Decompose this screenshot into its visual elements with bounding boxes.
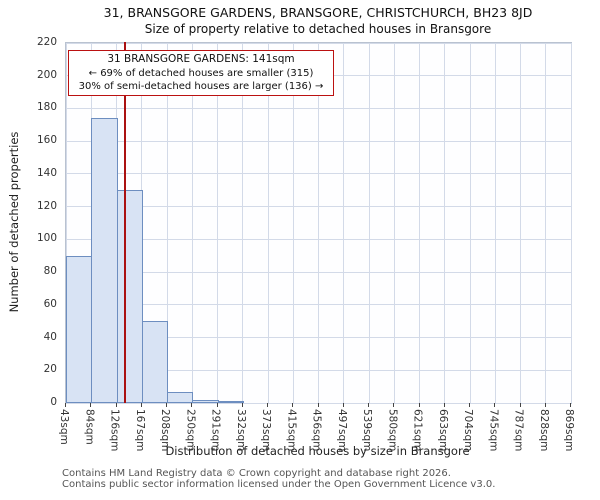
x-tick-label: 373sqm [260,409,272,452]
x-tick-label: 580sqm [386,409,399,452]
gridline-vertical [292,43,294,403]
x-tick-mark [443,403,445,407]
x-tick-label: 787sqm [512,409,525,452]
y-tick-label: 180 [36,101,57,114]
y-tick-label: 200 [36,68,57,81]
gridline-vertical [545,43,547,403]
y-tick-label: 80 [43,265,57,278]
y-tick-label: 120 [36,199,57,212]
x-tick-mark [241,403,243,407]
x-tick-mark [368,403,369,407]
x-tick-label: 828sqm [537,409,550,452]
x-tick-label: 126sqm [108,409,121,452]
x-tick-label: 291sqm [209,409,222,452]
y-tick-label: 160 [36,134,57,147]
annotation-larger-stat: 30% of semi-detached houses are larger (… [78,81,324,93]
gridline-vertical [191,43,193,403]
x-tick-mark [115,403,117,407]
x-tick-mark [494,403,496,407]
x-tick-label: 539sqm [361,409,373,452]
y-tick-label: 140 [36,166,57,179]
gridline-vertical [343,43,345,403]
y-tick-label: 60 [43,297,57,310]
histogram-bar [217,401,244,403]
gridline-vertical [469,43,471,403]
annotation-smaller-stat: ← 69% of detached houses are smaller (31… [88,67,314,79]
y-tick-label: 0 [50,396,57,408]
x-tick-mark [570,403,571,407]
x-tick-mark [191,403,193,407]
x-tick-mark [317,403,319,407]
histogram-bar [141,321,168,403]
x-tick-mark [418,403,420,407]
gridline-vertical [217,43,218,403]
gridline-vertical [570,43,572,403]
histogram-bar [91,118,118,403]
x-tick-mark [469,403,470,407]
histogram-bar [66,255,93,403]
plot-area [65,42,572,404]
x-tick-label: 250sqm [184,409,197,452]
y-tick-label: 40 [43,330,57,343]
x-tick-label: 456sqm [310,409,323,452]
y-axis-label: Number of detached properties [7,131,21,313]
gridline-vertical [166,43,168,403]
y-tick-label: 220 [36,36,57,48]
x-tick-mark [292,403,294,407]
x-tick-mark [393,403,395,407]
y-tick-label: 20 [43,363,57,376]
footer-attribution-line1: Contains HM Land Registry data © Crown c… [62,468,451,479]
gridline-vertical [65,43,67,403]
x-tick-label: 415sqm [285,409,298,452]
x-tick-mark [90,403,92,407]
x-tick-label: 43sqm [58,409,70,445]
chart-title: 31, BRANSGORE GARDENS, BRANSGORE, CHRIST… [103,5,533,20]
footer-attribution-line2: Contains public sector information licen… [62,479,496,490]
gridline-horizontal [66,402,571,404]
gridline-vertical [393,43,395,403]
x-tick-label: 497sqm [335,409,348,452]
x-tick-mark [216,403,218,407]
y-tick-label: 100 [36,232,57,245]
gridline-vertical [419,43,420,403]
x-tick-label: 84sqm [83,409,96,445]
histogram-bar [116,190,143,403]
chart-subtitle: Size of property relative to detached ho… [144,22,492,36]
x-tick-label: 663sqm [436,409,449,452]
x-axis-label: Distribution of detached houses by size … [165,444,470,458]
x-tick-mark [65,403,66,407]
annotation-box: 31 BRANSGORE GARDENS: 141sqm ← 69% of de… [68,50,334,97]
x-tick-mark [342,403,344,407]
x-tick-label: 332sqm [234,409,247,452]
histogram-bar [192,399,219,403]
annotation-property-label: 31 BRANSGORE GARDENS: 141sqm [107,53,295,65]
x-tick-mark [166,403,167,407]
gridline-vertical [267,43,269,403]
x-tick-label: 208sqm [159,409,171,452]
property-size-marker-line [123,42,126,403]
gridline-vertical [494,43,496,403]
gridline-vertical [520,43,521,403]
x-tick-label: 167sqm [133,409,146,452]
x-tick-mark [267,403,268,407]
x-tick-label: 745sqm [487,409,500,452]
x-tick-mark [544,403,546,407]
gridline-vertical [318,43,319,403]
x-tick-label: 621sqm [411,409,424,452]
gridline-vertical [368,43,370,403]
gridline-vertical [242,43,244,403]
gridline-vertical [444,43,446,403]
x-tick-mark [140,403,142,407]
x-tick-label: 869sqm [563,409,575,452]
histogram-bar [167,391,194,403]
x-tick-label: 704sqm [462,409,474,452]
x-tick-mark [519,403,521,407]
